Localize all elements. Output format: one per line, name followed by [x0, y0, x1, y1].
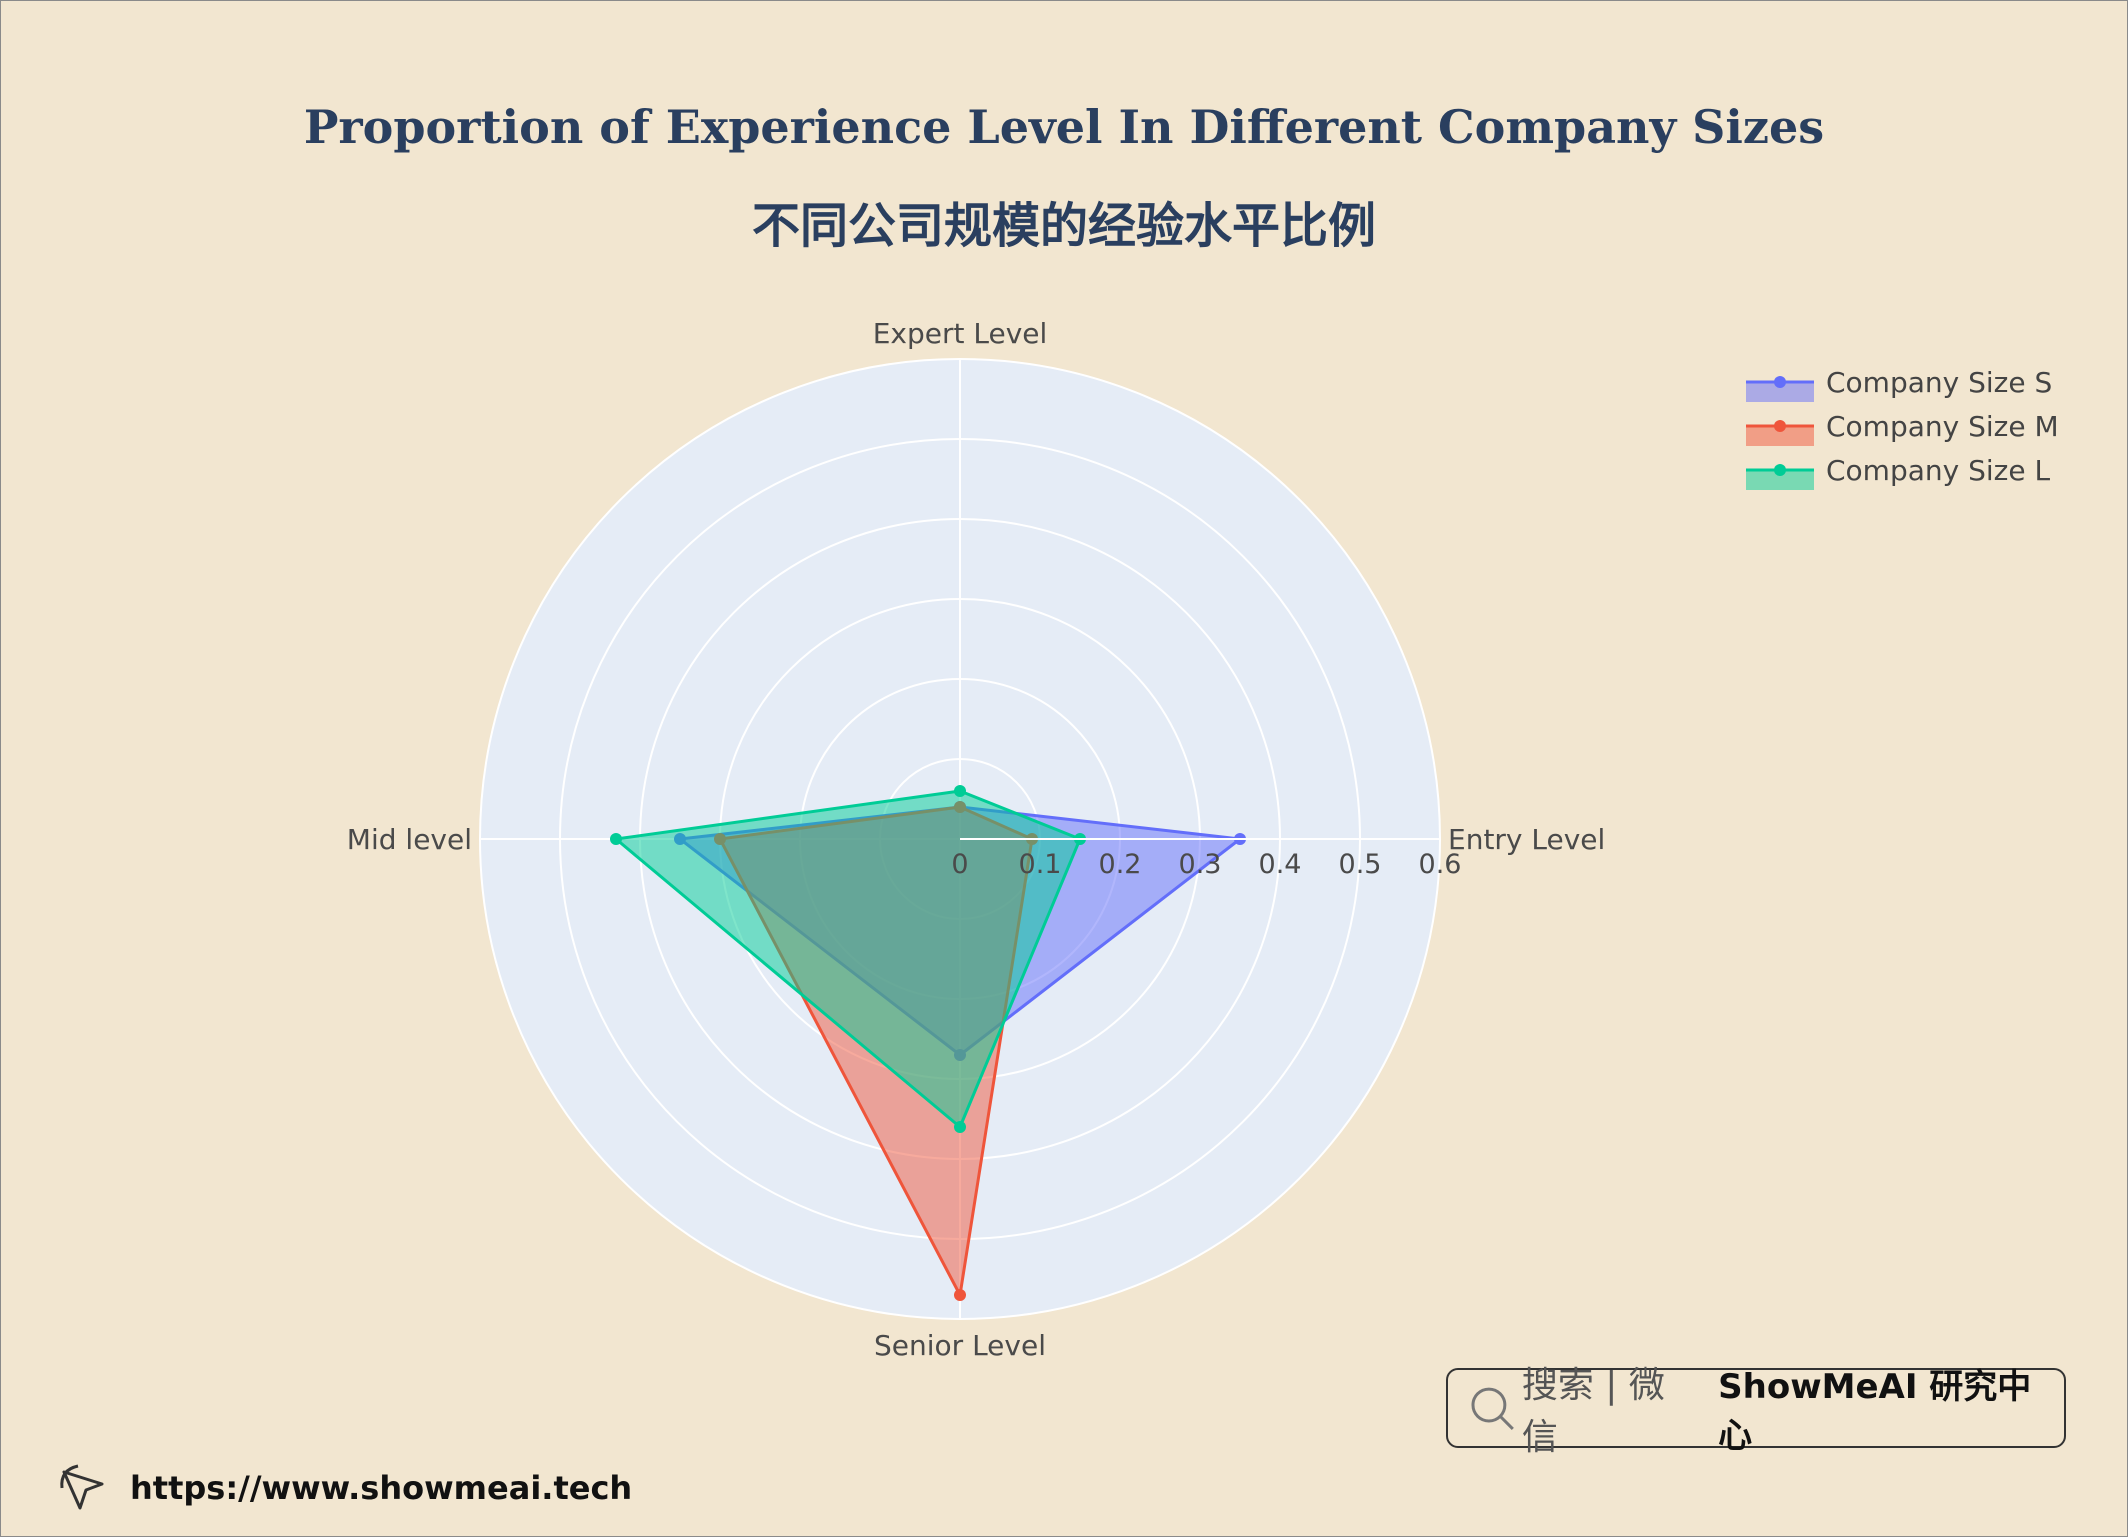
legend-swatch [1746, 382, 1814, 402]
legend-marker [1774, 464, 1786, 476]
data-point [954, 1121, 966, 1133]
data-point [610, 833, 622, 845]
footer: https://www.showmeai.tech [58, 1460, 632, 1516]
radial-tick-label: 0.1 [1019, 849, 1062, 880]
axis-label: Expert Level [873, 317, 1048, 350]
axis-label: Senior Level [874, 1329, 1046, 1362]
radial-tick-label: 0 [951, 849, 968, 880]
radial-tick-label: 0.6 [1419, 849, 1462, 880]
cursor-pointer-icon [60, 1464, 104, 1510]
footer-url[interactable]: https://www.showmeai.tech [130, 1469, 633, 1507]
radial-tick-label: 0.4 [1259, 849, 1302, 880]
radar-series [610, 785, 1246, 1301]
legend-item[interactable]: Company Size S [1746, 366, 2052, 402]
data-point [954, 785, 966, 797]
radial-tick-label: 0.3 [1179, 849, 1222, 880]
legend-item[interactable]: Company Size L [1746, 454, 2050, 490]
legend-label: Company Size S [1826, 366, 2052, 399]
chart-title: Proportion of Experience Level In Differ… [303, 100, 1825, 154]
legend-swatch [1746, 426, 1814, 446]
legend-swatch [1746, 470, 1814, 490]
legend-label: Company Size M [1826, 410, 2059, 443]
legend-marker [1774, 420, 1786, 432]
chart-subtitle: 不同公司规模的经验水平比例 [751, 198, 1376, 254]
brand-search-label: 搜索 | 微信 [1521, 1365, 1665, 1458]
data-point [954, 1289, 966, 1301]
radial-tick-label: 0.2 [1099, 849, 1142, 880]
legend-label: Company Size L [1826, 454, 2050, 487]
legend-item[interactable]: Company Size M [1746, 410, 2059, 446]
legend-marker [1774, 376, 1786, 388]
axis-label: Mid level [347, 823, 472, 856]
brand-search-box: 搜索 | 微信 ShowMeAI 研究中心 [1446, 1365, 2066, 1458]
search-icon [1471, 1387, 1514, 1430]
radial-tick-label: 0.5 [1339, 849, 1382, 880]
axis-label: Entry Level [1448, 823, 1605, 856]
brand-name: ShowMeAI 研究中心 [1718, 1367, 2032, 1456]
legend[interactable]: Company Size S Company Size M Company Size… [1746, 366, 2059, 490]
